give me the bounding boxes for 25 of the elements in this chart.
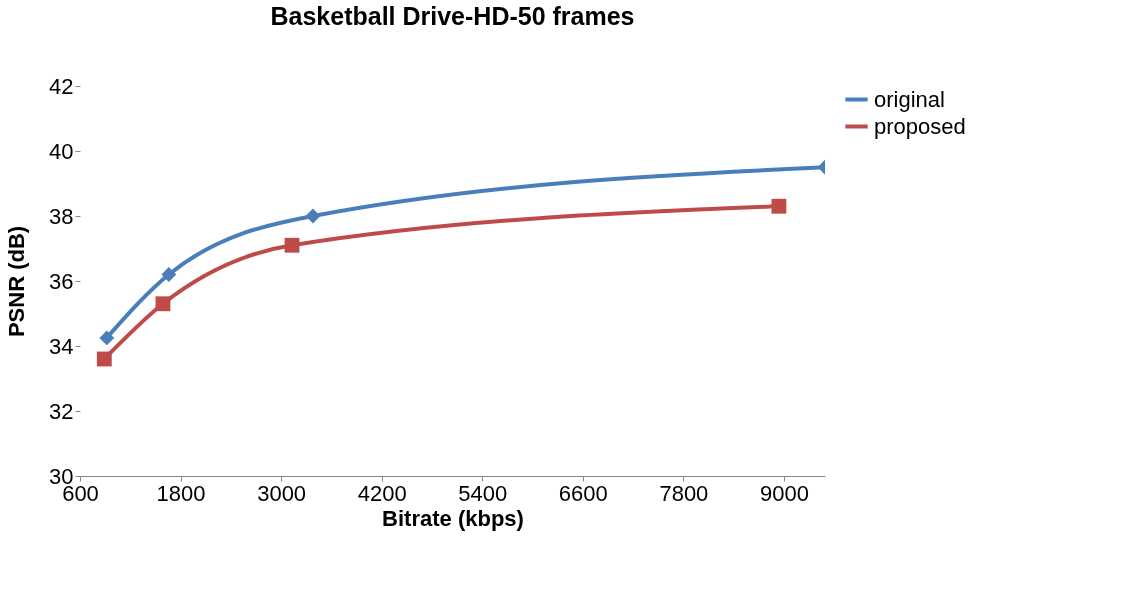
point	[96, 351, 112, 367]
x-tick-label: 1800	[156, 480, 206, 506]
x-tick-label: 4200	[357, 480, 407, 506]
x-tick-label: 9000	[759, 480, 809, 506]
y-axis-title: PSNR (dB)	[4, 225, 30, 338]
x-tick-label: 6600	[558, 480, 608, 506]
x-axis-title: Bitrate (kbps)	[382, 505, 524, 531]
point	[771, 198, 787, 214]
point	[305, 208, 321, 224]
y-tick-label: 32	[49, 398, 74, 424]
chart-title: Basketball Drive-HD-50 frames	[270, 2, 635, 30]
legend-label: proposed	[874, 113, 966, 139]
y-tick-label: 38	[49, 203, 74, 229]
point	[284, 237, 300, 253]
y-tick-label: 42	[49, 73, 74, 99]
legend-label: original	[874, 86, 945, 112]
y-tick-label: 40	[49, 138, 74, 164]
x-tick-label: 3000	[257, 480, 307, 506]
point	[99, 330, 115, 346]
x-tick-label: 7800	[659, 480, 709, 506]
x-tick-label: 5400	[458, 480, 508, 506]
point	[161, 267, 177, 282]
y-tick-label: 36	[49, 268, 74, 294]
y-tick-label: 34	[49, 333, 74, 359]
point	[155, 296, 171, 312]
